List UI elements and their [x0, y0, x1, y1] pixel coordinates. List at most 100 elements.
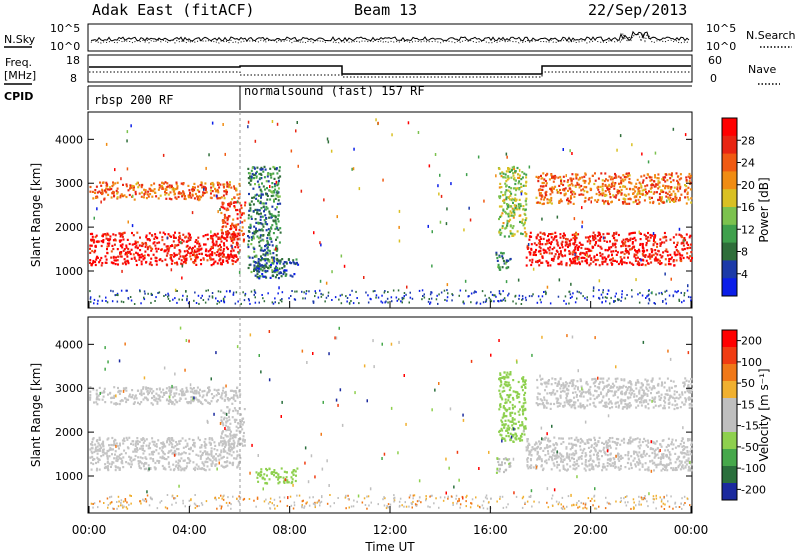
heatmap-cell: [179, 255, 182, 258]
heatmap-cell: [691, 469, 693, 472]
heatmap-cell: [230, 250, 233, 253]
heatmap-cell: [689, 234, 692, 237]
heatmap-cell: [559, 233, 562, 236]
heatmap-cell: [271, 190, 274, 193]
heatmap-cell: [272, 262, 275, 265]
heatmap-cell: [581, 260, 584, 263]
heatmap-cell: [125, 436, 128, 439]
heatmap-cell: [211, 456, 214, 459]
heatmap-cell: [168, 399, 170, 402]
heatmap-cell: [218, 392, 220, 395]
heatmap-cell: [105, 187, 108, 190]
heatmap-cell: [509, 257, 512, 261]
heatmap-cell: [570, 197, 573, 200]
heatmap-cell: [258, 172, 261, 176]
heatmap-cell: [571, 233, 574, 236]
heatmap-cell: [90, 238, 93, 241]
heatmap-cell: [118, 468, 121, 471]
heatmap-cell: [618, 298, 620, 301]
heatmap-cell: [175, 253, 178, 256]
heatmap-cell: [517, 182, 520, 185]
heatmap-cell: [292, 473, 295, 476]
heatmap-cell: [186, 249, 189, 252]
heatmap-cell: [325, 296, 328, 299]
heatmap-cell: [187, 184, 190, 187]
heatmap-cell: [197, 454, 200, 457]
heatmap-cell: [554, 174, 557, 178]
heatmap-cell: [232, 231, 235, 234]
heatmap-cell: [236, 394, 239, 397]
heatmap-cell: [270, 176, 273, 179]
heatmap-cell: [138, 256, 141, 259]
heatmap-cell: [210, 447, 213, 450]
heatmap-cell: [222, 450, 225, 453]
heatmap-cell: [224, 445, 226, 449]
heatmap-cell: [530, 454, 533, 457]
heatmap-cell: [240, 213, 243, 216]
heatmap-cell: [421, 289, 424, 292]
heatmap-cell: [597, 244, 600, 247]
heatmap-cell: [444, 299, 446, 301]
heatmap-cell: [541, 217, 543, 221]
heatmap-cell: [126, 139, 128, 143]
heatmap-cell: [677, 199, 680, 202]
colorbar-swatch: [722, 135, 737, 155]
heatmap-cell: [213, 448, 216, 451]
heatmap-cell: [262, 225, 265, 228]
heatmap-cell: [285, 269, 288, 272]
heatmap-cell: [106, 245, 109, 248]
heatmap-cell: [562, 464, 565, 467]
heatmap-cell: [505, 184, 508, 187]
heatmap-cell: [195, 255, 198, 259]
heatmap-cell: [556, 456, 559, 459]
heatmap-cell: [509, 224, 512, 227]
heatmap-cell: [100, 446, 103, 449]
heatmap-cell: [520, 192, 523, 196]
heatmap-cell: [232, 398, 235, 401]
heatmap-cell: [105, 300, 107, 302]
noise-tick-top-right: 10^5: [706, 22, 736, 35]
heatmap-cell: [122, 249, 125, 252]
heatmap-cell: [120, 300, 123, 303]
heatmap-cell: [587, 236, 590, 239]
heatmap-cell: [233, 187, 236, 190]
heatmap-cell: [655, 463, 658, 467]
heatmap-cell: [178, 393, 181, 396]
heatmap-cell: [171, 402, 174, 405]
heatmap-cell: [634, 190, 637, 193]
heatmap-cell: [285, 471, 288, 474]
heatmap-cell: [475, 291, 477, 294]
heatmap-cell: [222, 386, 225, 389]
heatmap-cell: [572, 452, 575, 455]
heatmap-cell: [382, 178, 384, 182]
heatmap-cell: [102, 233, 105, 236]
nsearch-label: N.Search: [746, 29, 796, 42]
heatmap-cell: [227, 253, 230, 256]
heatmap-cell: [557, 176, 560, 179]
heatmap-cell: [690, 201, 693, 204]
heatmap-cell: [157, 292, 159, 294]
heatmap-cell: [131, 224, 134, 228]
heatmap-cell: [499, 372, 502, 375]
heatmap-cell: [604, 194, 606, 197]
heatmap-cell: [149, 387, 152, 390]
heatmap-cell: [260, 207, 263, 210]
heatmap-cell: [232, 291, 235, 294]
heatmap-cell: [233, 205, 236, 208]
heatmap-cell: [500, 186, 503, 189]
heatmap-cell: [231, 262, 234, 266]
heatmap-cell: [267, 228, 270, 231]
heatmap-cell: [165, 197, 168, 200]
heatmap-cell: [625, 202, 628, 205]
heatmap-cell: [159, 231, 162, 234]
heatmap-cell: [222, 422, 225, 425]
heatmap-cell: [282, 272, 285, 276]
heatmap-cell: [545, 182, 548, 185]
heatmap-cell: [257, 265, 259, 268]
heatmap-cell: [182, 233, 185, 236]
heatmap-cell: [210, 235, 213, 238]
heatmap-cell: [208, 438, 211, 441]
heatmap-cell: [524, 401, 527, 404]
heatmap-cell: [606, 296, 608, 299]
heatmap-cell: [590, 467, 593, 470]
